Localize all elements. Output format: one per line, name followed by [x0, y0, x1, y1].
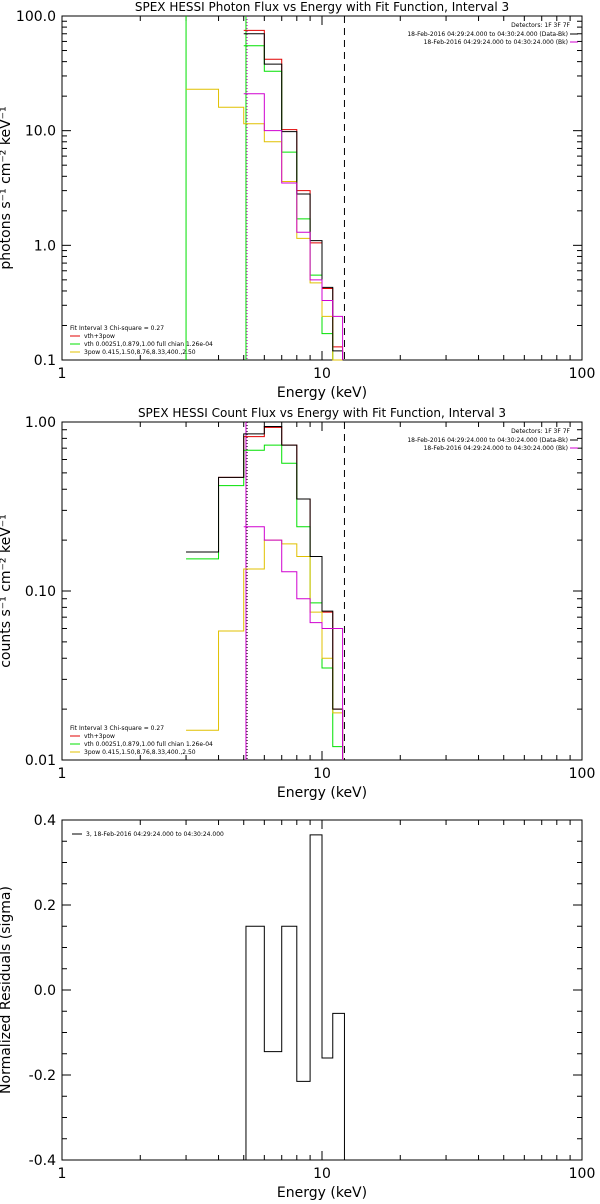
detectors-label: Detectors: 1F 3F 7F: [511, 22, 570, 29]
x-axis: 1 10 100: [58, 16, 596, 382]
chart-3: 1 10 100 Energy (keV) -0.4 -0.2 0.0 0.2 0.4 Norma…: [0, 813, 596, 1201]
legend-label: vth+3pow: [84, 333, 115, 340]
y-axis: 0.01 0.10 1.00: [25, 415, 582, 769]
chart-title: SPEX HESSI Photon Flux vs Energy with Fi…: [135, 0, 509, 14]
x-tick-label: 10: [313, 1166, 331, 1182]
x-tick-label: 10: [313, 766, 331, 782]
series-line: [186, 426, 344, 760]
fit-header: Fit Interval 3 Chi-square = 0.27: [70, 725, 164, 732]
y-tick-label: 0.10: [25, 584, 56, 600]
legend-label: 3pow 0.415,1.50,8.76,8.33,400.,2.50: [84, 749, 196, 756]
y-tick-label: 1.00: [25, 415, 56, 431]
y-tick-label: -0.2: [29, 1068, 56, 1084]
x-axis-label: Energy (keV): [277, 385, 367, 401]
y-tick-label: 0.0: [34, 983, 56, 999]
y-axis-label: Normalized Residuals (sigma): [0, 886, 14, 1094]
annotation-block: Detectors: 1F 3F 7F 18-Feb-2016 04:29:24.…: [407, 428, 578, 452]
time-range-label: 18-Feb-2016 04:29:24.000 to 04:30:24.000…: [407, 437, 568, 444]
legend-label: vth 0.00251,0.879,1.00 full chian 1.26e-…: [84, 341, 213, 348]
x-axis-label: Energy (keV): [277, 1185, 367, 1200]
chart-1: SPEX HESSI Photon Flux vs Energy with Fi…: [0, 0, 595, 401]
x-tick-label: 1: [58, 1166, 67, 1182]
series-line: [243, 33, 344, 360]
fit-header: Fit Interval 3 Chi-square = 0.27: [70, 325, 164, 332]
y-axis: 0.1 1.0 10.0 100.0: [16, 9, 582, 369]
y-tick-label: 100.0: [16, 9, 56, 25]
x-tick-label: 1: [58, 366, 67, 382]
legend: Fit Interval 3 Chi-square = 0.27vth+3pow…: [70, 725, 213, 756]
y-tick-label: 10.0: [25, 124, 56, 140]
legend-label: 3, 18-Feb-2016 04:29:24.000 to 04:30:24.…: [86, 831, 224, 838]
series-line: [186, 539, 344, 760]
y-tick-label: 0.01: [25, 753, 56, 769]
y-axis: -0.4 -0.2 0.0 0.2 0.4: [29, 813, 582, 1169]
series-line: [186, 426, 344, 760]
time-range-label: 18-Feb-2016 04:29:24.000 to 04:30:24.000…: [424, 445, 568, 452]
y-axis-label: counts s⁻¹ cm⁻² keV⁻¹: [0, 514, 14, 668]
series-line: [243, 526, 344, 760]
x-tick-label: 10: [313, 366, 331, 382]
y-tick-label: -0.4: [29, 1153, 56, 1169]
y-tick-label: 0.4: [34, 813, 56, 829]
series-line: [243, 29, 344, 360]
y-tick-label: 0.1: [34, 353, 56, 369]
y-tick-label: 0.2: [34, 898, 56, 914]
annotation-block: Detectors: 1F 3F 7F 18-Feb-2016 04:29:24.…: [407, 22, 578, 46]
time-range-label: 18-Feb-2016 04:29:24.000 to 04:30:24.000…: [424, 39, 568, 46]
legend-label: vth 0.00251,0.879,1.00 full chian 1.26e-…: [84, 741, 213, 748]
x-axis: 1 10 100: [58, 820, 596, 1182]
y-tick-label: 1.0: [34, 238, 56, 254]
time-range-label: 18-Feb-2016 04:29:24.000 to 04:30:24.000…: [407, 31, 568, 38]
y-axis-label: photons s⁻¹ cm⁻² keV⁻¹: [0, 106, 14, 269]
legend-label: vth+3pow: [84, 733, 115, 740]
series-line: [186, 444, 344, 760]
legend-label: 3pow 0.415,1.50,8.76,8.33,400.,2.50: [84, 349, 196, 356]
legend: 3, 18-Feb-2016 04:29:24.000 to 04:30:24.…: [72, 831, 224, 838]
legend: Fit Interval 3 Chi-square = 0.27vth+3pow…: [70, 325, 213, 356]
series-line: [243, 93, 344, 360]
detectors-label: Detectors: 1F 3F 7F: [511, 428, 570, 435]
series-line: [186, 88, 343, 361]
chart-title: SPEX HESSI Count Flux vs Energy with Fit…: [138, 406, 506, 420]
series-line: [245, 834, 345, 1160]
chart-2: SPEX HESSI Count Flux vs Energy with Fit…: [0, 406, 595, 801]
x-axis-label: Energy (keV): [277, 785, 367, 801]
x-tick-label: 100: [569, 366, 596, 382]
x-tick-label: 100: [569, 766, 596, 782]
x-tick-label: 100: [569, 1166, 596, 1182]
x-tick-label: 1: [58, 766, 67, 782]
series-line: [243, 45, 334, 360]
